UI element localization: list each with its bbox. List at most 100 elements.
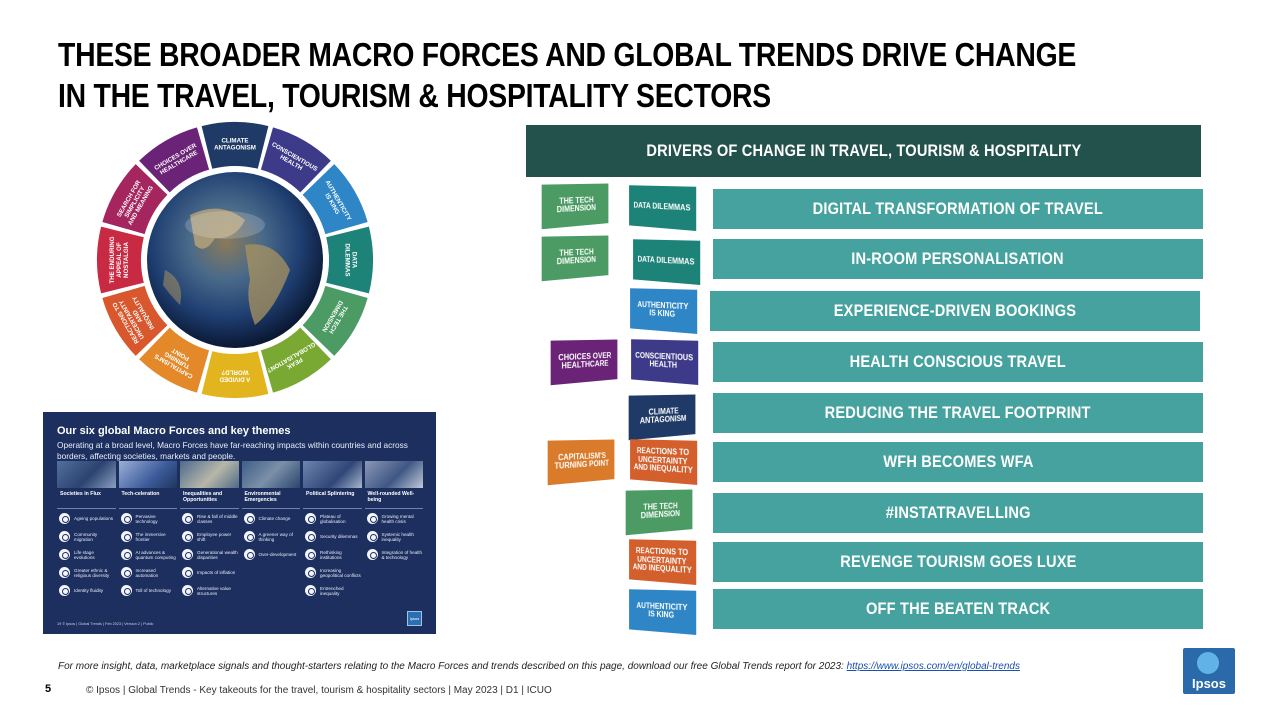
theme-label: The immersive frontier	[136, 532, 178, 542]
title-line-1: THESE BROADER MACRO FORCES AND GLOBAL TR…	[58, 34, 1073, 75]
theme-label: Entrenched inequality	[320, 586, 362, 596]
macro-force-theme: Systemic health inequality	[365, 529, 424, 546]
wheel-segment-label: THE ENDURINGAPPEAL OFNOSTALGIA	[109, 236, 130, 283]
macro-force-theme: Toll of technology	[119, 583, 178, 600]
theme-label: AI advances & quantum computing	[136, 550, 178, 560]
macro-force-theme: Community migration	[57, 529, 116, 546]
card-footer: 19 © Ipsos | Global Trends | Feb 2023 | …	[57, 622, 153, 626]
macro-force-photo	[57, 461, 116, 488]
theme-label: Impacts of inflation	[197, 570, 235, 575]
macro-force-name: Societies in Flux	[57, 488, 116, 509]
macro-force-column: Environmental Emergencies Climate change A…	[242, 461, 301, 613]
chip-conscientious-health: CONSCIENTIOUS HEALTH	[631, 339, 698, 385]
theme-icon	[305, 549, 316, 560]
ipsos-logo: Ipsos	[1183, 648, 1235, 694]
theme-icon	[244, 549, 255, 560]
macro-force-theme: Integration of health & technology	[365, 547, 424, 564]
theme-icon	[59, 531, 70, 542]
driver-row: OFF THE BEATEN TRACK	[713, 589, 1203, 629]
macro-force-column: Well-rounded Well-being Growing mental he…	[365, 461, 424, 613]
theme-icon	[244, 513, 255, 524]
footnote-text: For more insight, data, marketplace sign…	[58, 661, 847, 672]
macro-force-photo	[119, 461, 178, 488]
macro-force-theme: Greater ethnic & religious diversity	[57, 565, 116, 582]
page-number: 5	[45, 683, 51, 695]
card-ipsos-logo: Ipsos	[407, 611, 422, 626]
macro-force-photo	[180, 461, 239, 488]
theme-label: Community migration	[74, 532, 116, 542]
macro-force-name: Tech-celeration	[119, 488, 178, 509]
macro-force-theme: Generational wealth disparities	[180, 547, 239, 564]
macro-force-column: Inequalities and Opportunities Rise & fal…	[180, 461, 239, 613]
theme-icon	[59, 567, 70, 578]
page-title: THESE BROADER MACRO FORCES AND GLOBAL TR…	[58, 34, 1073, 116]
theme-label: Identity fluidity	[74, 588, 103, 593]
macro-force-name: Well-rounded Well-being	[365, 488, 424, 509]
driver-row: DIGITAL TRANSFORMATION OF TRAVEL	[713, 189, 1203, 229]
macro-force-photo	[365, 461, 424, 488]
theme-label: Toll of technology	[136, 588, 172, 593]
global-trends-link[interactable]: https://www.ipsos.com/en/global-trends	[847, 661, 1020, 672]
chip-climate-antagonism: CLIMATE ANTAGONISM	[629, 394, 696, 440]
macro-force-theme: Security dilemmas	[303, 529, 362, 546]
global-trends-wheel: CLIMATE ANTAGONISM CONSCIENTIOUSHEALTHAUTH…	[95, 120, 375, 400]
macro-force-theme: Over-development	[242, 547, 301, 564]
earth-globe	[147, 172, 323, 348]
macro-force-theme: Increased automation	[119, 565, 178, 582]
theme-icon	[182, 531, 193, 542]
driver-row: #INSTATRAVELLING	[713, 493, 1203, 533]
theme-icon	[59, 585, 70, 596]
driver-row: IN-ROOM PERSONALISATION	[713, 239, 1203, 279]
theme-label: Employee power shift	[197, 532, 239, 542]
driver-row: EXPERIENCE-DRIVEN BOOKINGS	[710, 291, 1200, 331]
theme-icon	[121, 567, 132, 578]
macro-force-name: Environmental Emergencies	[242, 488, 301, 509]
theme-icon	[59, 513, 70, 524]
macro-force-theme: Increasing geopolitical conflicts	[303, 565, 362, 582]
theme-label: Growing mental health crisis	[382, 514, 424, 524]
macro-force-theme: The immersive frontier	[119, 529, 178, 546]
macro-force-name: Inequalities and Opportunities	[180, 488, 239, 509]
theme-icon	[367, 531, 378, 542]
card-title: Our six global Macro Forces and key them…	[57, 425, 291, 437]
theme-icon	[121, 531, 132, 542]
macro-force-theme: A greener way of thinking	[242, 529, 301, 546]
theme-label: Systemic health inequality	[382, 532, 424, 542]
card-subtitle: Operating at a broad level, Macro Forces…	[57, 440, 429, 462]
theme-icon	[121, 585, 132, 596]
theme-icon	[121, 549, 132, 560]
driver-row: WFH BECOMES WFA	[713, 442, 1203, 482]
macro-force-theme: Alternative value structures	[180, 583, 239, 600]
macro-force-theme: AI advances & quantum computing	[119, 547, 178, 564]
chip-authenticity-is-king: AUTHENTICITY IS KING	[629, 589, 696, 635]
theme-label: Over-development	[259, 552, 297, 557]
theme-icon	[59, 549, 70, 560]
macro-force-name: Political Splintering	[303, 488, 362, 509]
macro-forces-card: Our six global Macro Forces and key them…	[43, 412, 436, 634]
theme-label: Generational wealth disparities	[197, 550, 239, 560]
chip-tech-dimension: THE TECH DIMENSION	[542, 183, 609, 229]
theme-icon	[367, 549, 378, 560]
theme-label: Rethinking institutions	[320, 550, 362, 560]
macro-force-theme: Identity fluidity	[57, 583, 116, 600]
theme-label: Integration of health & technology	[382, 550, 424, 560]
macro-force-theme: Growing mental health crisis	[365, 511, 424, 528]
theme-label: Rise & fall of middle classes	[197, 514, 239, 524]
theme-icon	[305, 567, 316, 578]
theme-icon	[305, 513, 316, 524]
chip-authenticity-is-king: AUTHENTICITY IS KING	[630, 288, 697, 334]
macro-force-theme: Ageing populations	[57, 511, 116, 528]
macro-force-theme: Employee power shift	[180, 529, 239, 546]
drivers-header: DRIVERS OF CHANGE IN TRAVEL, TOURISM & H…	[526, 125, 1201, 177]
macro-force-photo	[303, 461, 362, 488]
theme-icon	[244, 531, 255, 542]
macro-force-column: Tech-celeration Pervasive technology The i…	[119, 461, 178, 613]
theme-label: Life stage evolutions	[74, 550, 116, 560]
macro-force-column: Political Splintering Plateau of globalis…	[303, 461, 362, 613]
chip-data-dilemmas: DATA DILEMMAS	[629, 185, 696, 231]
theme-label: Ageing populations	[74, 516, 113, 521]
theme-label: A greener way of thinking	[259, 532, 301, 542]
macro-forces-columns: Societies in Flux Ageing populations Commu…	[57, 461, 425, 613]
chip-choices-over-healthcare: CHOICES OVER HEALTHCARE	[551, 339, 618, 385]
copyright-footer: © Ipsos | Global Trends - Key takeouts f…	[86, 685, 552, 696]
